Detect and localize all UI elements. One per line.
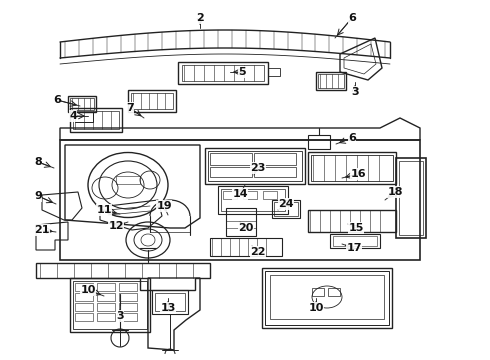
Text: 8: 8	[34, 157, 42, 167]
Bar	[265, 271, 389, 325]
Bar	[308, 210, 396, 232]
Text: 3: 3	[351, 87, 359, 97]
Text: 16: 16	[350, 169, 366, 179]
Bar	[243, 191, 257, 199]
Text: 7: 7	[126, 103, 134, 113]
Bar	[182, 65, 264, 81]
Text: 15: 15	[348, 223, 364, 233]
Text: 6: 6	[53, 95, 61, 105]
Bar	[318, 74, 344, 88]
Text: 20: 20	[238, 223, 254, 233]
Text: 6: 6	[348, 133, 356, 143]
Bar	[205, 148, 305, 184]
Text: 24: 24	[278, 199, 294, 209]
Text: 11: 11	[96, 205, 112, 215]
Text: 5: 5	[238, 67, 246, 77]
Text: 6: 6	[348, 13, 356, 23]
Bar	[210, 153, 252, 165]
Text: 18: 18	[387, 187, 403, 197]
Bar	[75, 303, 93, 311]
Text: 21: 21	[34, 225, 50, 235]
Bar	[75, 283, 93, 291]
Bar	[330, 234, 380, 248]
Bar	[75, 293, 93, 301]
Bar	[399, 161, 423, 235]
Bar	[268, 68, 280, 76]
Text: 10: 10	[80, 285, 96, 295]
Bar	[218, 186, 288, 214]
Text: 19: 19	[156, 201, 172, 211]
Text: 9: 9	[34, 191, 42, 201]
Bar	[97, 293, 115, 301]
Bar	[312, 288, 324, 296]
Bar	[396, 158, 426, 238]
Bar	[210, 167, 252, 177]
Bar	[70, 98, 94, 110]
Bar	[311, 155, 393, 181]
Bar	[60, 140, 420, 260]
Text: 3: 3	[116, 311, 124, 321]
Bar	[308, 135, 330, 149]
Bar	[68, 96, 96, 112]
Bar	[226, 208, 256, 236]
Bar	[263, 191, 277, 199]
Text: 2: 2	[196, 13, 204, 23]
Bar	[272, 200, 300, 218]
Bar	[70, 108, 122, 132]
Bar	[254, 167, 296, 177]
Bar	[262, 268, 392, 328]
Bar	[75, 313, 93, 321]
Bar	[70, 278, 150, 332]
Text: 10: 10	[308, 303, 324, 313]
Text: 14: 14	[232, 189, 248, 199]
Bar	[75, 112, 93, 122]
Bar	[254, 153, 296, 165]
Bar	[328, 288, 340, 296]
Bar	[119, 303, 137, 311]
Bar	[223, 191, 237, 199]
Bar	[131, 93, 173, 109]
Bar	[119, 293, 137, 301]
Bar	[274, 202, 298, 216]
Bar	[333, 236, 377, 246]
Bar	[155, 293, 185, 311]
Text: 4: 4	[69, 111, 77, 121]
Bar	[73, 111, 119, 129]
Bar	[97, 303, 115, 311]
Bar	[178, 62, 268, 84]
Bar	[119, 313, 137, 321]
Bar	[73, 281, 147, 329]
Bar	[308, 152, 396, 184]
Text: 23: 23	[250, 163, 266, 173]
Text: 17: 17	[346, 243, 362, 253]
Text: 12: 12	[108, 221, 124, 231]
Bar	[97, 313, 115, 321]
Bar	[221, 189, 285, 211]
Bar	[210, 238, 282, 256]
Bar	[152, 290, 188, 314]
Bar	[270, 275, 384, 319]
Bar	[316, 72, 346, 90]
Bar	[116, 176, 140, 184]
Bar	[97, 283, 115, 291]
Text: 13: 13	[160, 303, 176, 313]
Bar	[208, 151, 302, 181]
Bar	[128, 90, 176, 112]
Bar	[119, 283, 137, 291]
Text: 22: 22	[250, 247, 266, 257]
